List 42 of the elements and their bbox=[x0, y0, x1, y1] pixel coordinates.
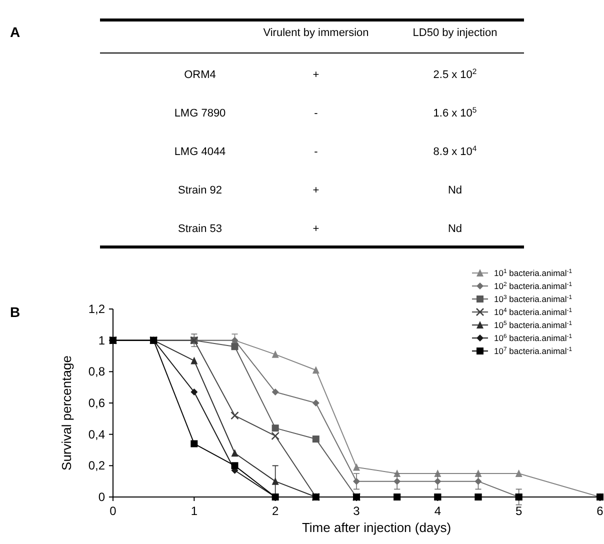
category-label: Virulent by immersion bbox=[263, 27, 369, 39]
text: A bbox=[10, 24, 20, 40]
category-label: LMG 7890 bbox=[174, 108, 226, 120]
text: - bbox=[314, 108, 318, 120]
y-tick-label: 0,6 bbox=[88, 396, 106, 410]
text: + bbox=[312, 184, 320, 196]
x-tick-label: 6 bbox=[596, 504, 604, 518]
y-tick-label: 0 bbox=[98, 490, 106, 504]
x-tick-label: 0 bbox=[110, 504, 117, 518]
y-tick-label: 0,2 bbox=[88, 458, 106, 473]
y-tick-label: 0,8 bbox=[88, 364, 106, 379]
legend-label: 10$^{6}$ bacteria.animal$^{-1}$ bbox=[494, 333, 573, 343]
legend-label: 10$^{3}$ bacteria.animal$^{-1}$ bbox=[494, 294, 573, 304]
text: + bbox=[312, 69, 320, 81]
text: Nd bbox=[448, 223, 462, 235]
x-axis-title: Time after injection (days) bbox=[302, 520, 452, 535]
legend-label: 10$^{4}$ bacteria.animal$^{-1}$ bbox=[494, 307, 573, 317]
x-tick-label: 2 bbox=[272, 504, 279, 518]
x-tick-label: 1 bbox=[190, 504, 198, 518]
text: Nd bbox=[448, 184, 462, 196]
x-tick-label: 4 bbox=[434, 504, 442, 518]
legend-label: 10$^{5}$ bacteria.animal$^{-1}$ bbox=[494, 320, 573, 330]
text: 2.5 x 10$^{2}$ bbox=[433, 66, 477, 81]
x-tick-label: 3 bbox=[353, 504, 360, 518]
text: 1.6 x 10$^{5}$ bbox=[433, 105, 477, 120]
text: 8.9 x 10$^{4}$ bbox=[433, 144, 477, 158]
category-label: LD50 by injection bbox=[412, 27, 498, 39]
y-tick-label: 0,4 bbox=[88, 427, 106, 442]
category-label: Strain 53 bbox=[178, 223, 222, 235]
y-tick-label: 1 bbox=[98, 333, 106, 348]
x-tick-label: 5 bbox=[515, 504, 522, 518]
category-label: ORM4 bbox=[184, 69, 216, 81]
text: - bbox=[314, 146, 318, 158]
legend-label: 10$^{1}$ bacteria.animal$^{-1}$ bbox=[494, 268, 573, 278]
chart-title: B bbox=[10, 304, 20, 320]
legend-label: 10$^{2}$ bacteria.animal$^{-1}$ bbox=[494, 281, 573, 291]
text: + bbox=[312, 223, 320, 235]
y-axis-title: Survival percentage bbox=[59, 356, 74, 470]
legend-label: 10$^{7}$ bacteria.animal$^{-1}$ bbox=[494, 346, 573, 356]
category-label: Strain 92 bbox=[178, 184, 222, 196]
y-tick-label: 1,2 bbox=[88, 302, 106, 316]
category-label: LMG 4044 bbox=[174, 146, 226, 158]
